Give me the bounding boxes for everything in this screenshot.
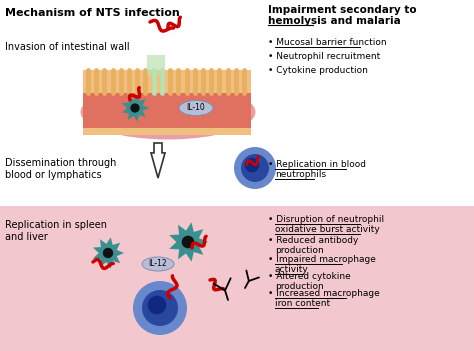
Text: production: production [275,282,324,291]
Text: IL-10: IL-10 [187,104,205,113]
Text: IL-12: IL-12 [149,259,167,269]
Bar [147,55,165,75]
Circle shape [147,296,166,314]
Text: Invasion of intestinal wall: Invasion of intestinal wall [5,42,129,52]
Text: iron content: iron content [275,299,330,308]
Bar [83,70,251,135]
Circle shape [182,237,193,247]
Text: • Impaired macrophage: • Impaired macrophage [268,255,376,264]
Bar [83,93,251,128]
Text: Impairment secondary to: Impairment secondary to [268,5,417,15]
Text: • Mucosal barrier function: • Mucosal barrier function [268,38,387,47]
Polygon shape [122,94,149,122]
Text: Dissemination through
blood or lymphatics: Dissemination through blood or lymphatic… [5,158,117,180]
Ellipse shape [179,100,213,115]
Text: Replication in spleen
and liver: Replication in spleen and liver [5,220,107,241]
Circle shape [131,104,139,112]
Circle shape [142,290,178,326]
Text: • Altered cytokine: • Altered cytokine [268,272,351,281]
Text: hemolysis and malaria: hemolysis and malaria [268,16,401,26]
Text: • Disruption of neutrophil: • Disruption of neutrophil [268,215,384,224]
Ellipse shape [142,257,174,271]
Text: production: production [275,246,324,255]
Circle shape [245,158,259,172]
Text: • Cytokine production: • Cytokine production [268,66,368,75]
Ellipse shape [81,85,255,139]
Polygon shape [169,222,208,262]
Circle shape [133,281,187,335]
Text: activity: activity [275,265,309,274]
Bar [0,206,474,351]
Circle shape [241,154,269,182]
Polygon shape [93,237,124,269]
Polygon shape [151,143,165,178]
Text: oxidative burst activity: oxidative burst activity [275,225,380,234]
Text: • Increased macrophage: • Increased macrophage [268,289,380,298]
Text: Mechanism of NTS infection: Mechanism of NTS infection [5,8,180,18]
Text: • Reduced antibody: • Reduced antibody [268,236,358,245]
Text: • Replication in blood: • Replication in blood [268,160,366,169]
Text: neutrophils: neutrophils [275,170,326,179]
Circle shape [103,249,112,258]
Circle shape [234,147,276,189]
Text: • Neutrophil recruitment: • Neutrophil recruitment [268,52,380,61]
